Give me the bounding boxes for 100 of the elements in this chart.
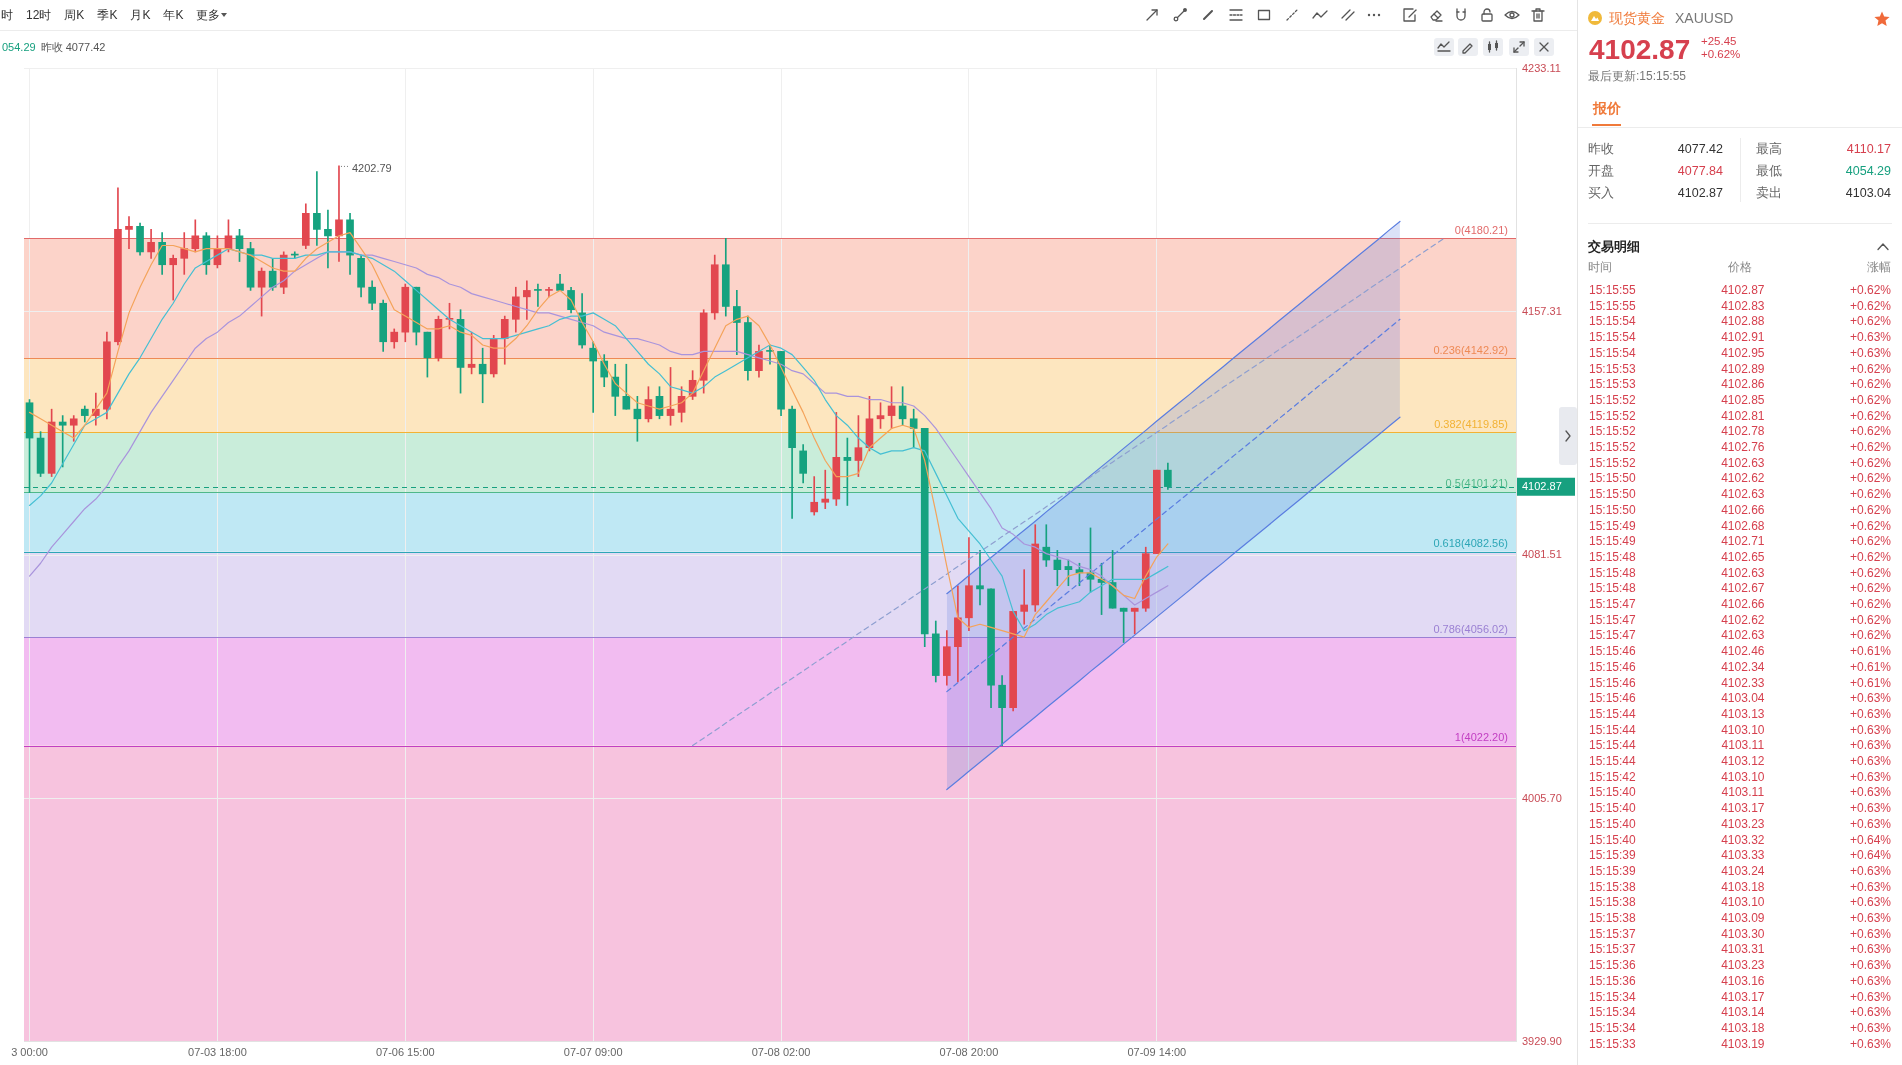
text: 15:15:55 4102.83 +0.62% bbox=[1589, 298, 1891, 314]
x-tick-label: 07-06 15:00 bbox=[375, 1046, 435, 1059]
candlestick bbox=[335, 165, 343, 262]
text: 15:15:46 4102.33 +0.61% bbox=[1589, 675, 1891, 691]
text: 15:15:48 4102.65 +0.62% bbox=[1589, 549, 1891, 565]
text: 昨收 4077.42 bbox=[40, 39, 106, 55]
text: 15:15:47 4102.62 +0.62% bbox=[1589, 612, 1891, 628]
x-tick-label: 3 00:00 bbox=[11, 1046, 48, 1059]
text: 15:15:34 4103.18 +0.63% bbox=[1589, 1020, 1891, 1036]
text: 昨收 bbox=[1588, 141, 1614, 157]
text: 15:15:52 4102.63 +0.62% bbox=[1589, 455, 1891, 471]
ref-line-label: 0.786(4056.02) bbox=[1433, 622, 1508, 635]
text: 15:15:52 4102.78 +0.62% bbox=[1589, 424, 1891, 440]
candlestick bbox=[1020, 569, 1029, 625]
text: 更多 bbox=[196, 6, 221, 24]
y-tick-label: 4157.31 bbox=[1522, 304, 1562, 317]
text: +25.45 bbox=[1701, 35, 1737, 49]
text: 15:15:49 4102.68 +0.62% bbox=[1589, 518, 1891, 534]
candlestick bbox=[169, 254, 178, 301]
text: 15:15:48 4102.63 +0.62% bbox=[1589, 565, 1891, 581]
text: 15:15:46 4103.04 +0.63% bbox=[1589, 691, 1891, 707]
candlestick bbox=[821, 469, 830, 510]
text: XAUUSD bbox=[1675, 9, 1734, 27]
text: 15:15:53 4102.89 +0.62% bbox=[1589, 361, 1891, 377]
text: 15:15:52 4102.81 +0.62% bbox=[1589, 408, 1891, 424]
candlestick bbox=[324, 209, 332, 269]
ref-line-label: 0.5(4101.21) bbox=[1445, 477, 1508, 490]
candlestick bbox=[180, 232, 189, 275]
text: 15:15:40 4103.23 +0.63% bbox=[1589, 816, 1891, 832]
ref-line-label: 0(4180.21) bbox=[1454, 223, 1508, 236]
candlestick bbox=[976, 550, 984, 606]
text: 时间 bbox=[1588, 261, 1612, 275]
text: 15:15:54 4102.88 +0.62% bbox=[1589, 314, 1891, 330]
text: 15:15:38 4103.09 +0.63% bbox=[1589, 911, 1891, 926]
text: 15:15:37 4103.30 +0.63% bbox=[1589, 926, 1891, 942]
text: 15:15:48 4102.67 +0.62% bbox=[1589, 581, 1891, 597]
text: 15:15:34 4103.14 +0.63% bbox=[1589, 1005, 1891, 1021]
text: 开盘 bbox=[1588, 163, 1614, 179]
candlestick bbox=[1130, 607, 1139, 635]
candlestick bbox=[58, 415, 67, 468]
text: 15:15:53 4102.86 +0.62% bbox=[1589, 377, 1891, 393]
text: 报价 bbox=[1593, 99, 1621, 117]
candlestick bbox=[313, 171, 321, 246]
text: 15:15:47 4102.63 +0.62% bbox=[1589, 628, 1891, 644]
text: 季K bbox=[97, 6, 118, 24]
text: 4110.17 bbox=[1846, 141, 1891, 157]
text: 12时 bbox=[26, 6, 52, 24]
text: 15:15:34 4103.17 +0.63% bbox=[1589, 989, 1891, 1005]
text: 时 bbox=[1, 6, 13, 24]
ref-line-label: 0.618(4082.56) bbox=[1433, 537, 1508, 550]
text: 最后更新:15:15:55 bbox=[1588, 69, 1687, 84]
text: 卖出 bbox=[1756, 185, 1782, 201]
text: 054.29 bbox=[2, 41, 36, 53]
ref-line-label: 1(4022.20) bbox=[1454, 731, 1508, 744]
text: 15:15:44 4103.11 +0.63% bbox=[1589, 738, 1891, 754]
text: +0.62% bbox=[1701, 48, 1741, 62]
text: 年K bbox=[163, 6, 184, 24]
text: 15:15:54 4102.91 +0.63% bbox=[1589, 330, 1891, 345]
text: 15:15:49 4102.71 +0.62% bbox=[1589, 534, 1891, 550]
line-series bbox=[946, 318, 1401, 693]
text: 15:15:39 4103.33 +0.64% bbox=[1589, 848, 1891, 864]
ref-line-label: 0.382(4119.85) bbox=[1434, 417, 1508, 430]
text: 15:15:44 4103.12 +0.63% bbox=[1589, 754, 1891, 769]
candlestick bbox=[534, 283, 542, 307]
text: 4054.29 bbox=[1845, 163, 1891, 179]
candlestick bbox=[589, 341, 597, 413]
text: 15:15:40 4103.11 +0.63% bbox=[1589, 785, 1891, 801]
text: 15:15:37 4103.31 +0.63% bbox=[1589, 942, 1891, 958]
text: 15:15:50 4102.63 +0.62% bbox=[1589, 487, 1891, 502]
text: 最高 bbox=[1756, 141, 1782, 157]
text: 交易明细 bbox=[1588, 238, 1640, 255]
candlestick bbox=[125, 216, 133, 250]
text: 15:15:52 4102.85 +0.62% bbox=[1589, 392, 1891, 408]
y-tick-label: 4233.11 bbox=[1522, 61, 1561, 74]
text: 4077.84 bbox=[1677, 163, 1723, 179]
text: 买入 bbox=[1588, 185, 1614, 201]
x-tick-label: 07-09 14:00 bbox=[1127, 1046, 1187, 1059]
text: 4102.87 bbox=[1677, 185, 1723, 201]
x-tick-label: 07-03 18:00 bbox=[188, 1046, 247, 1059]
text: 现货黄金 bbox=[1609, 9, 1665, 27]
x-tick-label: 07-08 20:00 bbox=[939, 1046, 999, 1059]
text: 15:15:54 4102.95 +0.63% bbox=[1589, 345, 1891, 361]
text: 15:15:44 4103.13 +0.63% bbox=[1589, 706, 1891, 722]
x-tick-label: 07-07 09:00 bbox=[563, 1046, 623, 1059]
text: 15:15:36 4103.23 +0.63% bbox=[1589, 958, 1891, 973]
text: 15:15:40 4103.32 +0.64% bbox=[1589, 832, 1891, 848]
ref-line-label: 0.236(4142.92) bbox=[1433, 343, 1508, 356]
text: 涨幅 bbox=[1867, 261, 1891, 275]
text: 15:15:36 4103.16 +0.63% bbox=[1589, 973, 1891, 989]
text: 最低 bbox=[1756, 163, 1782, 179]
text: 15:15:42 4103.10 +0.63% bbox=[1589, 769, 1891, 785]
text: 15:15:33 4103.19 +0.63% bbox=[1589, 1036, 1891, 1052]
ref-line-label: 4102.87 bbox=[1522, 479, 1562, 492]
text: 价格 bbox=[1728, 261, 1752, 275]
text: 月K bbox=[130, 6, 151, 24]
x-tick-label: 07-08 02:00 bbox=[751, 1046, 811, 1059]
text: 15:15:46 4102.46 +0.61% bbox=[1589, 644, 1891, 659]
y-tick-label: 3929.90 bbox=[1522, 1034, 1562, 1047]
text: 15:15:39 4103.24 +0.63% bbox=[1589, 863, 1891, 879]
text: 4102.87 bbox=[1589, 33, 1691, 67]
